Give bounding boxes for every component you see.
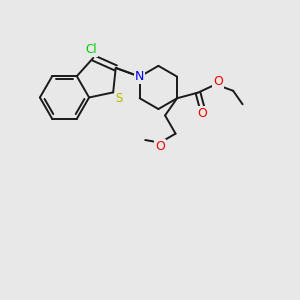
Text: N: N [135,70,144,83]
Text: Cl: Cl [85,43,97,56]
Text: O: O [213,75,223,88]
Text: O: O [155,140,165,153]
Text: S: S [116,92,123,104]
Text: O: O [198,107,208,120]
